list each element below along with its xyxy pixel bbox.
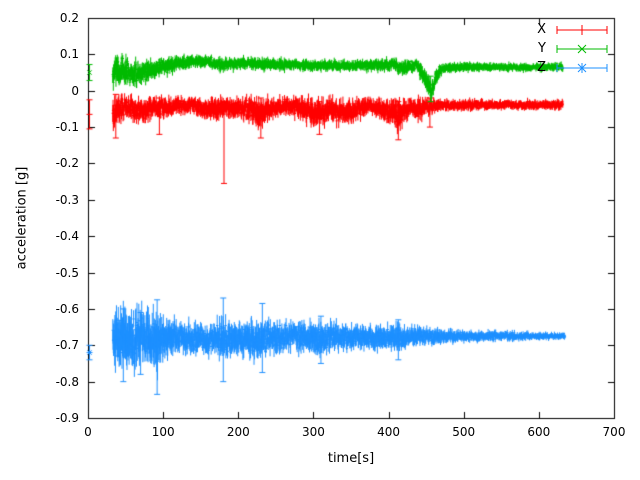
legend-label: Z xyxy=(537,60,546,75)
legend-label: Y xyxy=(538,41,546,56)
legend-sample-z xyxy=(556,62,608,73)
legend-entry-y: Y xyxy=(532,41,610,56)
legend-sample-x xyxy=(556,24,608,35)
y-axis-label: acceleration [g] xyxy=(14,166,30,270)
x-axis-label: time[s] xyxy=(327,451,375,466)
legend-entry-x: X xyxy=(532,22,610,37)
legend-sample-y xyxy=(556,44,608,53)
legend-entry-z: Z xyxy=(532,60,610,75)
legend-label: X xyxy=(537,22,546,37)
